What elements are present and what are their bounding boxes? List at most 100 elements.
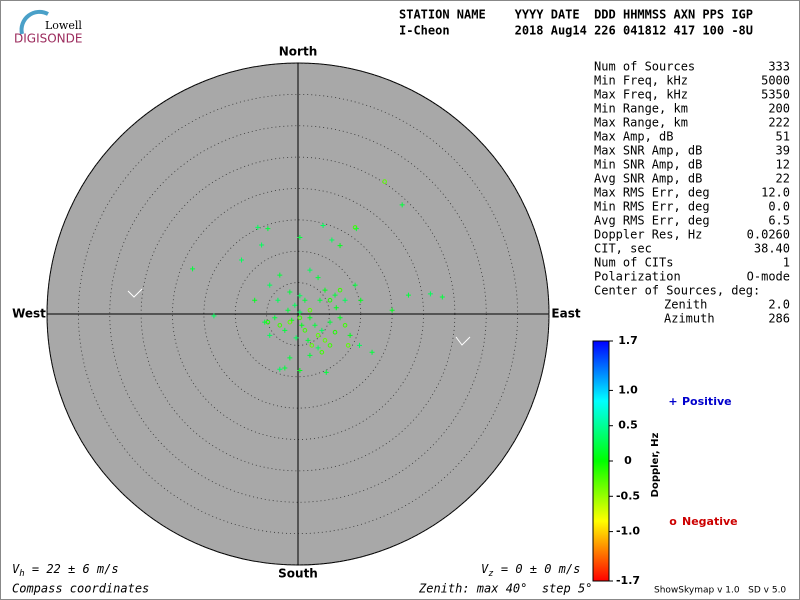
stat-label: Max RMS Err, deg <box>594 186 710 200</box>
stat-label: Max Amp, dB <box>594 130 673 144</box>
colorbar-tick-label: 0 <box>624 454 632 467</box>
stat-label: Max Freq, kHz <box>594 88 688 102</box>
source-point <box>293 335 299 341</box>
colorbar-tick-label: 1.0 <box>618 383 638 396</box>
source-point <box>307 352 313 358</box>
legend-label: Positive <box>682 395 732 408</box>
source-point <box>285 307 291 313</box>
source-point <box>439 294 445 300</box>
source-point <box>299 322 305 328</box>
source-point <box>323 369 329 375</box>
v-sub: z <box>488 569 493 579</box>
stat-value: O-mode <box>747 270 790 284</box>
source-point <box>297 367 303 373</box>
stat-label: Min Freq, kHz <box>594 74 688 88</box>
stat-label: Num of CITs <box>594 256 673 270</box>
stat-value: 222 <box>768 116 790 130</box>
footer-text: Compass coordinates <box>12 582 149 596</box>
source-point <box>389 307 395 313</box>
stat-label: Max SNR Amp, dB <box>594 144 702 158</box>
source-point <box>272 315 278 321</box>
source-point <box>255 224 261 230</box>
source-point <box>297 234 303 240</box>
source-point <box>265 319 271 325</box>
stat-label: Zenith <box>664 298 707 312</box>
stat-value: 51 <box>776 130 790 144</box>
stat-value: 286 <box>768 312 790 326</box>
source-point <box>302 328 308 333</box>
source-point <box>211 313 217 319</box>
stat-value: 0.0260 <box>747 228 790 242</box>
colorbar-label: Doppler, Hz <box>650 433 661 498</box>
source-point <box>405 292 411 298</box>
stat-label: Azimuth <box>664 312 715 326</box>
source-point <box>332 292 338 298</box>
logo-bottom: DIGISONDE <box>14 32 82 46</box>
source-point <box>322 338 328 343</box>
stat-label: Polarization <box>594 270 681 284</box>
header-row: I-Cheon 2018 Aug14 226 041812 417 100 -8… <box>399 24 753 38</box>
source-point <box>307 307 313 313</box>
v-symbol: V <box>12 562 20 576</box>
stat-value: 6.5 <box>768 214 790 228</box>
source-point <box>305 337 311 343</box>
colorbar-tick-label: 1.7 <box>618 334 638 347</box>
stat-label: CIT, sec <box>594 242 652 256</box>
direction-label: North <box>279 45 317 59</box>
source-point <box>277 366 283 372</box>
source-point <box>287 289 293 295</box>
stat-value: 22 <box>776 172 790 186</box>
source-point <box>317 297 323 303</box>
source-point <box>315 333 321 338</box>
source-point <box>356 342 362 348</box>
logo-swoosh <box>19 9 49 35</box>
source-point <box>427 291 433 297</box>
stat-value: 39 <box>776 144 790 158</box>
stat-label: Min SNR Amp, dB <box>594 158 702 172</box>
source-point <box>333 305 339 311</box>
source-point <box>277 272 283 278</box>
source-point <box>382 179 387 184</box>
stat-value: 38.40 <box>754 242 790 256</box>
source-point <box>322 287 328 293</box>
v-text: = 0 ± 0 m/s <box>494 562 581 576</box>
stat-label: Num of Sources <box>594 60 695 74</box>
source-point <box>239 257 245 263</box>
logo-top: Lowell <box>45 19 82 32</box>
source-point <box>309 343 315 348</box>
source-point <box>358 297 364 303</box>
source-point <box>277 322 283 328</box>
v-sub: h <box>19 569 24 579</box>
colorbar-tick-label: -1.0 <box>616 525 640 538</box>
source-point <box>259 242 265 248</box>
stat-label: Center of Sources, deg: <box>594 284 760 298</box>
source-point <box>337 287 343 293</box>
source-point <box>332 329 338 335</box>
source-point <box>307 315 313 321</box>
source-point <box>399 202 405 208</box>
stat-value: 200 <box>768 102 790 116</box>
footer-text: ShowSkymap v 1.0 SD v 5.0 <box>654 586 786 596</box>
legend-marker: o <box>669 515 677 528</box>
source-point <box>329 237 335 243</box>
stat-label: Min Range, km <box>594 102 688 116</box>
source-point <box>267 282 273 288</box>
direction-label: West <box>12 307 46 321</box>
stat-value: 12 <box>776 158 790 172</box>
source-point <box>297 309 303 315</box>
stat-value: 1 <box>783 256 790 270</box>
stat-label: Avg RMS Err, deg <box>594 214 710 228</box>
source-point <box>275 297 281 303</box>
colorbar-tick-label: -0.5 <box>616 489 640 502</box>
stat-label: Min RMS Err, deg <box>594 200 710 214</box>
source-point <box>342 297 348 303</box>
source-point <box>352 282 358 288</box>
source-point <box>282 365 288 371</box>
source-point <box>315 275 321 281</box>
velocity: Vz = 0 ± 0 m/s <box>481 562 580 579</box>
source-point <box>252 297 258 303</box>
source-point <box>369 349 375 355</box>
stat-value: 5000 <box>761 74 790 88</box>
source-point <box>282 327 288 333</box>
